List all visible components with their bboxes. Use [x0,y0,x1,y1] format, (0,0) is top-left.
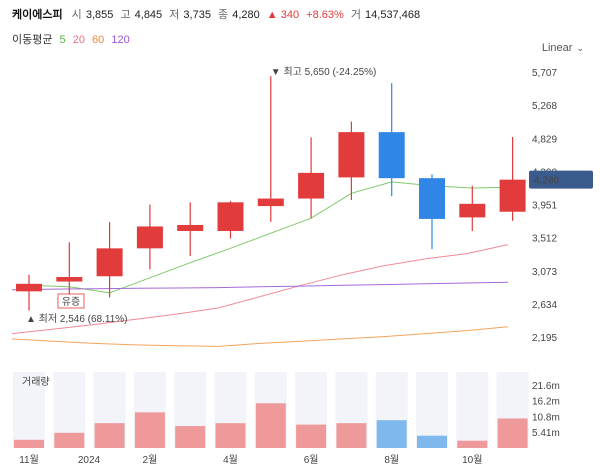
volume-bar [175,426,206,448]
candle-body [298,172,325,199]
event-marker-box [57,293,85,309]
volume-bar [497,418,528,448]
ma-line-60 [11,326,509,347]
candle [177,202,204,256]
candle-body [56,277,83,282]
moving-average-legend: 이동평균 5 20 60 120 [12,31,134,47]
max-price-label: ▼ 최고 5,650 (-24.25%) [271,66,377,78]
volume-value: 14,537,468 [365,9,421,21]
ma20-legend[interactable]: 20 [72,34,85,46]
candle-body [338,132,365,178]
volume-column-bg [13,372,45,448]
y-tick-label: 2,195 [532,333,557,344]
ma5-legend[interactable]: 5 [59,34,66,46]
volume-bar [54,432,85,448]
y-tick-label: 3,512 [532,234,557,245]
candle-body [177,224,204,231]
candle [217,200,244,239]
candle [257,76,284,222]
open-value: 3,855 [85,9,114,21]
volume-tick-label: 10.8m [532,412,560,423]
stock-header: 케이에스피 시 3,855 고 4,845 저 3,735 종 4,280 ▲ … [12,6,424,22]
candle-body [459,203,486,218]
ma-line-120 [11,281,509,291]
min-price-label: ▲ 최저 2,546 (68.11%) [26,313,128,325]
candle [16,274,42,311]
volume-bar [336,423,367,448]
candle-body [378,132,405,179]
y-tick-label: 5,707 [532,68,557,79]
volume-bar [255,403,286,448]
close-label: 종 [218,9,229,21]
low-value: 3,735 [183,9,211,21]
x-tick-label: 8월 [384,454,399,466]
candle [96,221,123,298]
low-label: 저 [169,9,180,21]
x-tick-label: 2024 [78,455,101,466]
y-tick-label: 5,268 [532,101,557,112]
volume-bar [215,423,246,448]
stock-name: 케이에스피 [12,9,63,21]
volume-bar [94,423,125,448]
volume-column-bg [456,372,489,448]
open-label: 시 [71,9,82,21]
candle [298,137,325,219]
ma60-legend[interactable]: 60 [92,34,105,46]
volume-bar [417,435,447,448]
x-tick-label: 6월 [304,454,319,466]
y-tick-label: 3,951 [532,201,557,212]
volume-tick-label: 5.41m [532,428,560,439]
volume-bar [134,412,165,448]
last-price-label: 4,280 [534,176,559,187]
candle [136,204,163,270]
ma-line-20 [11,244,509,335]
y-tick-label: 3,073 [532,267,557,278]
candle-body [217,202,244,231]
candle [338,121,365,201]
candle-body [16,283,42,292]
candle [419,174,445,250]
y-tick-label: 2,634 [532,300,557,311]
volume-bar [457,440,488,448]
volume-bar [376,420,407,448]
candle [459,185,486,231]
candle [499,137,526,221]
volume-bar [296,424,327,448]
price-change-percent: +8.63% [306,9,344,21]
candle-body [499,179,526,212]
ma120-legend[interactable]: 120 [111,34,130,46]
candle-body [257,198,284,207]
candle [378,83,405,197]
volume-tick-label: 16.2m [532,397,560,408]
candle-body [419,178,445,219]
volume-label: 거 [350,9,361,21]
x-tick-label: 4월 [223,454,238,466]
high-label: 고 [120,9,131,21]
chevron-down-icon: ⌄ [576,43,584,53]
x-tick-label: 11월 [19,454,39,466]
volume-bar [14,439,44,448]
volume-column-bg [416,372,448,448]
event-marker-label: 유증 [62,296,80,308]
volume-panel-label: 거래량 [22,376,50,388]
candle-body [96,248,123,277]
price-change: ▲ 340 [266,9,300,21]
high-value: 4,845 [134,9,163,21]
last-price-tag [529,170,593,189]
candle-body [136,226,163,249]
x-tick-label: 10월 [462,454,482,466]
close-value: 4,280 [232,9,260,21]
scale-selector[interactable]: Linear ⌄ [542,42,584,54]
scale-value: Linear [541,42,573,54]
x-tick-label: 2월 [143,454,158,466]
y-tick-label: 4,829 [532,134,557,145]
ma-legend-label: 이동평균 [12,34,53,46]
volume-tick-label: 21.6m [532,381,560,392]
